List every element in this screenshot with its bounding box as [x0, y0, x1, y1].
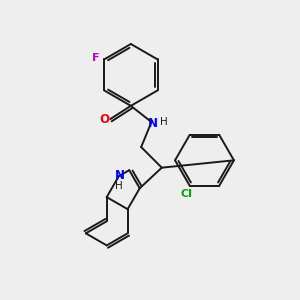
- Text: N: N: [148, 117, 158, 130]
- Text: H: H: [115, 181, 123, 190]
- Text: O: O: [99, 112, 110, 126]
- Text: H: H: [160, 117, 168, 127]
- Text: F: F: [92, 53, 100, 63]
- Text: N: N: [115, 169, 125, 182]
- Text: Cl: Cl: [181, 189, 193, 199]
